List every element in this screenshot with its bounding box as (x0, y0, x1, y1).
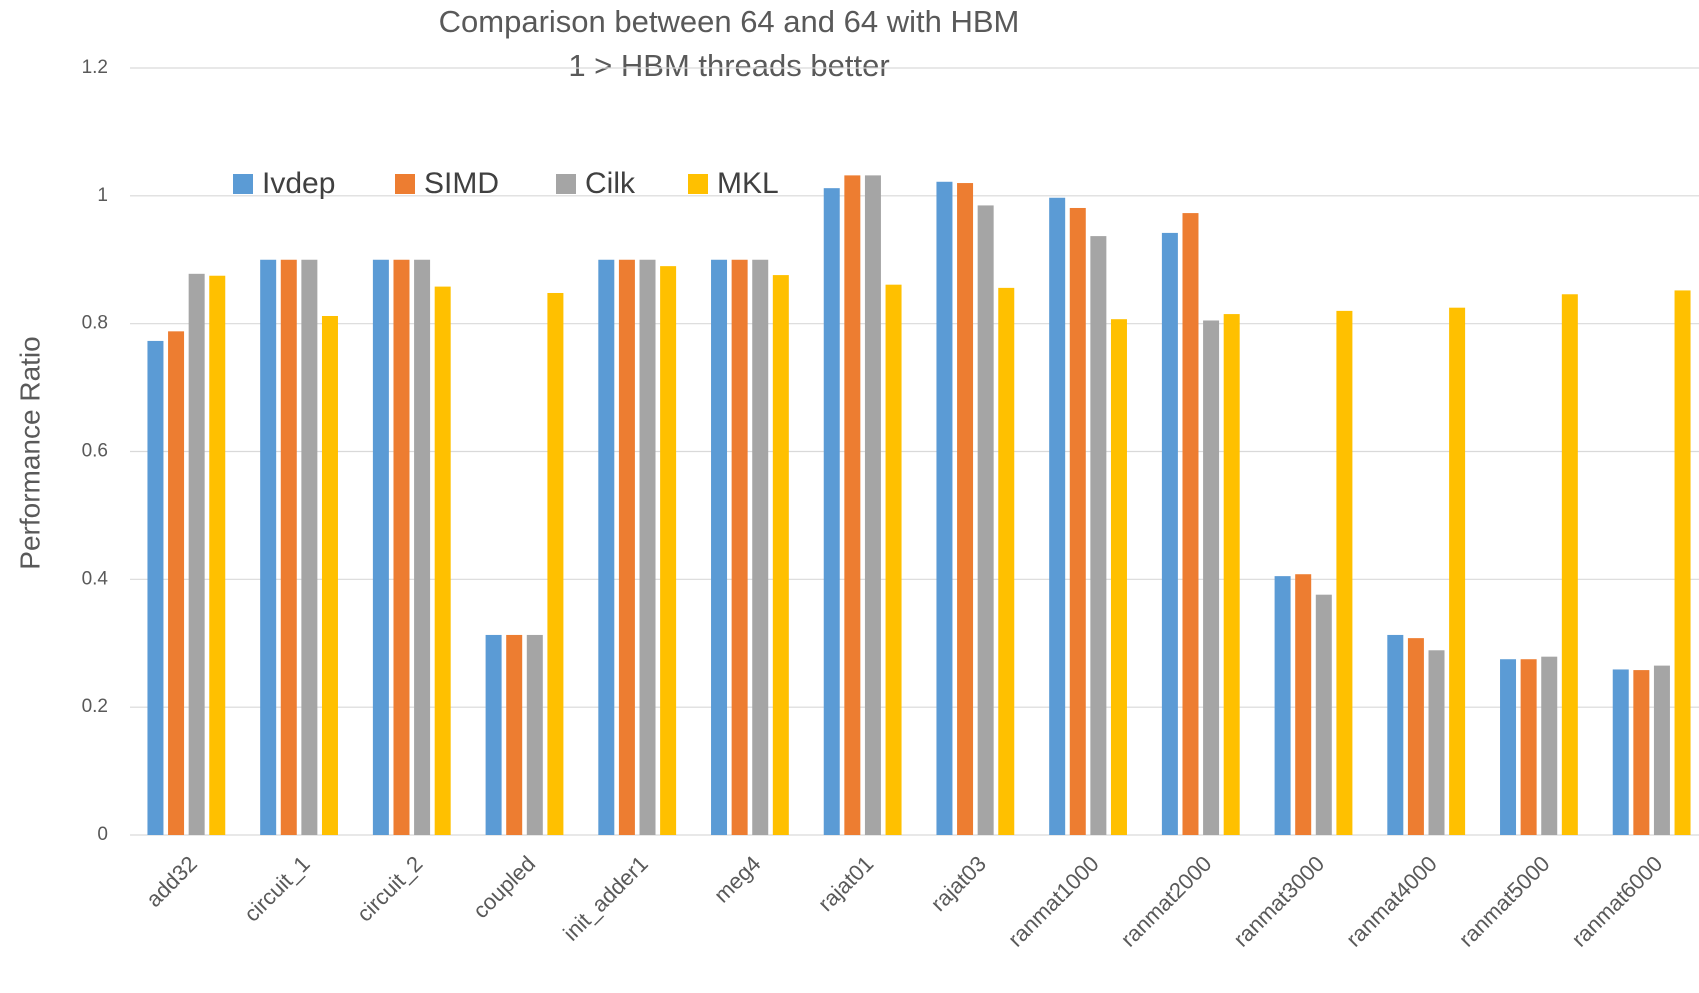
bar (1541, 656, 1558, 835)
x-tick-label: circuit_2 (352, 851, 428, 927)
x-tick-label: circuit_1 (239, 851, 315, 927)
bar (506, 634, 523, 835)
bar (1161, 232, 1178, 835)
legend-swatch (395, 174, 415, 194)
x-tick-label: rajat01 (813, 851, 878, 916)
bar (188, 273, 205, 836)
bar (618, 259, 635, 835)
y-tick-label: 0.8 (82, 313, 108, 334)
y-tick-label: 0.6 (82, 441, 108, 462)
bar (1274, 576, 1291, 835)
bar (301, 259, 318, 835)
legend-label: MKL (717, 167, 779, 200)
y-tick-label: 1.2 (82, 57, 108, 78)
bar (1110, 319, 1127, 835)
legend-label: Ivdep (262, 167, 335, 200)
legend-swatch (233, 174, 253, 194)
bar (393, 259, 410, 835)
bar (1653, 665, 1670, 835)
bar (598, 259, 615, 835)
chart-title: Comparison between 64 and 64 with HBM (439, 4, 1020, 39)
bar (1449, 307, 1466, 835)
bar (936, 181, 953, 835)
bar (1500, 659, 1517, 835)
bar (752, 259, 769, 835)
bar (957, 183, 974, 836)
bar (772, 275, 789, 836)
y-tick-label: 0 (97, 824, 108, 845)
legend-swatch (556, 174, 576, 194)
y-tick-label: 0.2 (82, 696, 108, 717)
x-tick-label: ranmat2000 (1116, 851, 1217, 952)
y-tick-label: 0.4 (82, 568, 109, 589)
x-tick-label: add32 (141, 851, 202, 912)
bar (1315, 594, 1332, 835)
bar (1203, 320, 1220, 835)
bar (639, 259, 656, 835)
legend-label: Cilk (585, 167, 636, 200)
x-tick-label: meg4 (709, 851, 766, 908)
bar (711, 259, 728, 835)
bar (209, 275, 226, 836)
x-tick-label: ranmat4000 (1341, 851, 1442, 952)
bar (844, 175, 861, 835)
bar (280, 259, 297, 835)
bar (1182, 213, 1199, 836)
bar (977, 205, 994, 835)
y-axis-label: Performance Ratio (14, 336, 45, 569)
bar (1428, 650, 1445, 835)
bar (168, 331, 185, 835)
bar (660, 266, 677, 835)
bar (1633, 670, 1650, 835)
bar (998, 287, 1015, 836)
legend-label: SIMD (424, 167, 499, 200)
bar (260, 259, 277, 835)
bar (547, 292, 564, 835)
x-tick-label: ranmat6000 (1567, 851, 1668, 952)
bar (864, 175, 881, 835)
bar (1223, 314, 1240, 835)
bar (485, 634, 502, 835)
x-tick-label: coupled (468, 851, 540, 923)
bar (885, 284, 902, 835)
bar (1387, 634, 1404, 835)
bar (1336, 310, 1353, 836)
x-tick-label: rajat03 (926, 851, 991, 916)
bar (731, 259, 748, 835)
bar (1520, 659, 1537, 835)
bar (1049, 197, 1066, 835)
bar (823, 188, 840, 835)
x-tick-label: init_adder1 (558, 851, 653, 946)
bar (1069, 207, 1086, 836)
bar (321, 315, 338, 835)
bar (434, 286, 451, 836)
bar (1561, 294, 1578, 835)
x-tick-label: ranmat5000 (1454, 851, 1555, 952)
bar (414, 259, 431, 835)
bar (147, 340, 164, 835)
y-tick-label: 1 (97, 185, 108, 206)
bar (526, 634, 543, 835)
bar (1295, 574, 1312, 835)
bar (372, 259, 389, 835)
x-tick-label: ranmat1000 (1003, 851, 1104, 952)
bar (1407, 638, 1424, 835)
bar (1090, 236, 1107, 835)
x-tick-label: ranmat3000 (1228, 851, 1329, 952)
chart-subtitle: 1 > HBM threads better (568, 48, 889, 83)
legend-swatch (688, 174, 708, 194)
bar (1674, 290, 1691, 835)
bar (1612, 669, 1629, 835)
